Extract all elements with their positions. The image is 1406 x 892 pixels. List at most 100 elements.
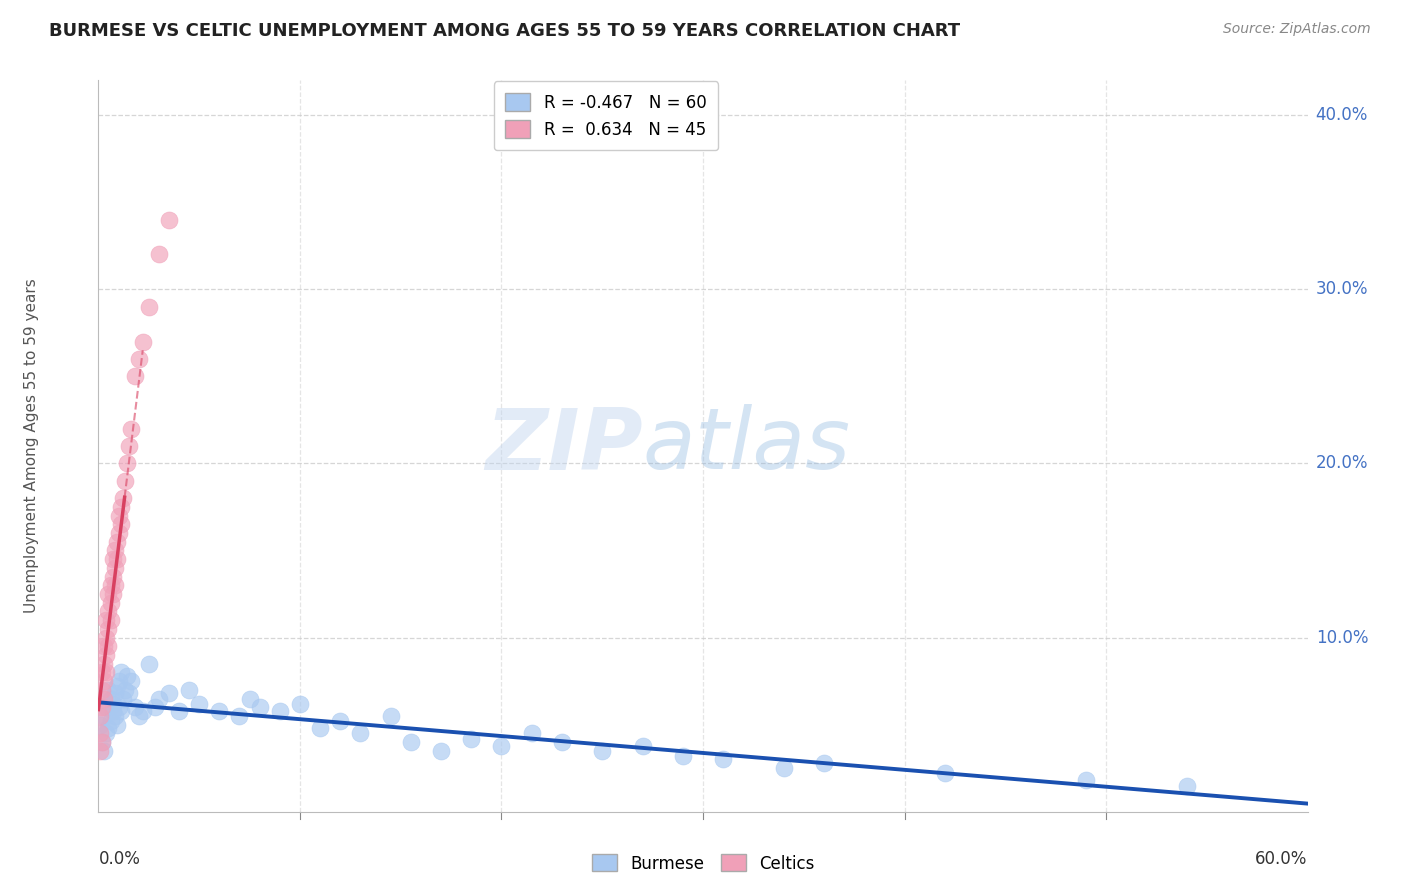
Point bbox=[813, 756, 835, 770]
Point bbox=[399, 735, 422, 749]
Point bbox=[97, 721, 120, 735]
Text: ZIP: ZIP bbox=[485, 404, 643, 488]
Point bbox=[105, 717, 128, 731]
Point bbox=[349, 726, 371, 740]
Point bbox=[93, 709, 115, 723]
Text: Source: ZipAtlas.com: Source: ZipAtlas.com bbox=[1223, 22, 1371, 37]
Point bbox=[460, 731, 482, 746]
Text: 40.0%: 40.0% bbox=[1316, 106, 1368, 124]
Text: 20.0%: 20.0% bbox=[1316, 454, 1368, 473]
Point bbox=[157, 212, 180, 227]
Point bbox=[111, 691, 134, 706]
Point bbox=[101, 704, 124, 718]
Point bbox=[115, 457, 138, 471]
Point bbox=[107, 526, 129, 541]
Point bbox=[124, 369, 146, 384]
Point bbox=[101, 587, 124, 601]
Text: 0.0%: 0.0% bbox=[98, 850, 141, 868]
Point bbox=[631, 739, 654, 753]
Point bbox=[132, 334, 155, 349]
Point bbox=[97, 622, 120, 636]
Point bbox=[120, 674, 142, 689]
Point bbox=[107, 508, 129, 523]
Point bbox=[380, 709, 402, 723]
Point bbox=[288, 697, 311, 711]
Point bbox=[138, 300, 160, 314]
Point bbox=[114, 474, 136, 488]
Point bbox=[101, 697, 124, 711]
Point bbox=[114, 682, 136, 697]
Point bbox=[239, 691, 262, 706]
Point bbox=[110, 665, 132, 680]
Point bbox=[100, 691, 122, 706]
Point bbox=[132, 704, 155, 718]
Point bbox=[167, 704, 190, 718]
Point bbox=[96, 631, 118, 645]
Point bbox=[120, 421, 142, 435]
Point bbox=[138, 657, 160, 671]
Point bbox=[269, 704, 291, 718]
Point bbox=[105, 534, 128, 549]
Point bbox=[128, 709, 150, 723]
Point bbox=[1074, 773, 1097, 788]
Point bbox=[96, 665, 118, 680]
Text: Unemployment Among Ages 55 to 59 years: Unemployment Among Ages 55 to 59 years bbox=[24, 278, 39, 614]
Text: 10.0%: 10.0% bbox=[1316, 629, 1368, 647]
Point bbox=[179, 682, 201, 697]
Text: BURMESE VS CELTIC UNEMPLOYMENT AMONG AGES 55 TO 59 YEARS CORRELATION CHART: BURMESE VS CELTIC UNEMPLOYMENT AMONG AGE… bbox=[49, 22, 960, 40]
Point bbox=[100, 714, 122, 728]
Point bbox=[96, 613, 118, 627]
Point bbox=[93, 640, 115, 654]
Point bbox=[93, 674, 115, 689]
Point bbox=[103, 686, 125, 700]
Point bbox=[591, 744, 613, 758]
Point bbox=[124, 700, 146, 714]
Text: atlas: atlas bbox=[643, 404, 851, 488]
Point bbox=[110, 704, 132, 718]
Point bbox=[148, 691, 170, 706]
Text: 30.0%: 30.0% bbox=[1316, 280, 1368, 298]
Point bbox=[103, 578, 125, 592]
Point bbox=[105, 679, 128, 693]
Point bbox=[100, 613, 122, 627]
Point bbox=[103, 561, 125, 575]
Point bbox=[115, 669, 138, 683]
Point bbox=[93, 657, 115, 671]
Point bbox=[96, 726, 118, 740]
Point bbox=[107, 700, 129, 714]
Point bbox=[772, 761, 794, 775]
Point bbox=[91, 682, 114, 697]
Point bbox=[91, 665, 114, 680]
Point bbox=[89, 709, 111, 723]
Point bbox=[430, 744, 453, 758]
Point bbox=[110, 500, 132, 514]
Point bbox=[89, 726, 111, 740]
Point bbox=[110, 517, 132, 532]
Point bbox=[551, 735, 574, 749]
Point bbox=[101, 569, 124, 583]
Point bbox=[101, 552, 124, 566]
Point bbox=[228, 709, 250, 723]
Point bbox=[97, 682, 120, 697]
Point bbox=[249, 700, 271, 714]
Point bbox=[118, 439, 141, 453]
Point bbox=[91, 735, 114, 749]
Point bbox=[309, 721, 332, 735]
Point bbox=[93, 744, 115, 758]
Point bbox=[934, 766, 956, 780]
Legend: Burmese, Celtics: Burmese, Celtics bbox=[585, 847, 821, 880]
Point bbox=[157, 686, 180, 700]
Point bbox=[520, 726, 543, 740]
Point bbox=[329, 714, 352, 728]
Point bbox=[1175, 779, 1198, 793]
Point bbox=[491, 739, 513, 753]
Point bbox=[97, 604, 120, 618]
Point bbox=[93, 691, 115, 706]
Point bbox=[107, 674, 129, 689]
Point bbox=[103, 543, 125, 558]
Point bbox=[96, 700, 118, 714]
Point bbox=[143, 700, 166, 714]
Point bbox=[89, 717, 111, 731]
Point bbox=[100, 596, 122, 610]
Point bbox=[91, 700, 114, 714]
